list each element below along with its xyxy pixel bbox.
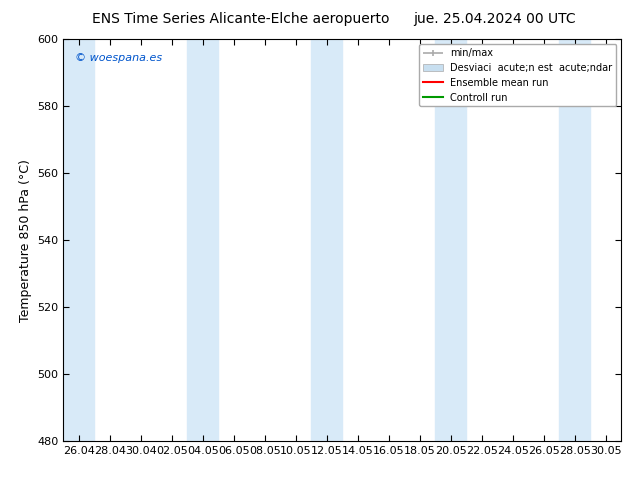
- Text: ENS Time Series Alicante-Elche aeropuerto: ENS Time Series Alicante-Elche aeropuert…: [92, 12, 390, 26]
- Y-axis label: Temperature 850 hPa (°C): Temperature 850 hPa (°C): [19, 159, 32, 321]
- Text: © woespana.es: © woespana.es: [75, 53, 162, 63]
- Text: jue. 25.04.2024 00 UTC: jue. 25.04.2024 00 UTC: [413, 12, 576, 26]
- Bar: [559, 39, 590, 441]
- Legend: min/max, Desviaci  acute;n est  acute;ndar, Ensemble mean run, Controll run: min/max, Desviaci acute;n est acute;ndar…: [419, 44, 616, 106]
- Bar: [436, 39, 467, 441]
- Bar: [188, 39, 218, 441]
- Bar: [311, 39, 342, 441]
- Bar: [63, 39, 94, 441]
